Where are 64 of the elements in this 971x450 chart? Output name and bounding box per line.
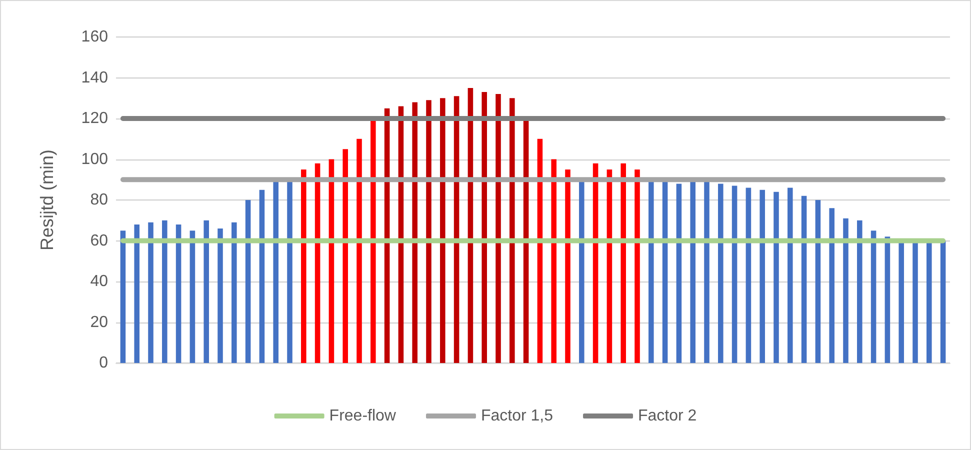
legend-label: Factor 2: [638, 408, 697, 424]
bar: [190, 230, 196, 363]
bar: [356, 138, 362, 363]
bar: [204, 220, 209, 363]
bar: [676, 184, 682, 363]
y-tick-label: 140: [81, 69, 108, 86]
y-tick-label: 20: [90, 314, 108, 331]
bar: [537, 138, 543, 363]
bar: [704, 182, 710, 363]
bar: [148, 222, 154, 363]
bar: [690, 182, 696, 363]
bar: [301, 169, 306, 363]
bar: [940, 240, 946, 363]
bar: [592, 163, 598, 363]
y-tick-label: 60: [90, 232, 108, 250]
bar: [120, 230, 126, 363]
y-tick-label: 100: [81, 150, 108, 168]
bar: [176, 224, 182, 363]
bar: [870, 230, 876, 363]
bar: [760, 190, 765, 363]
bar: [162, 220, 168, 363]
bar: [551, 159, 556, 363]
bar: [218, 228, 223, 363]
bar: [510, 98, 515, 363]
legend-label: Factor 1,5: [480, 408, 554, 424]
bar: [815, 200, 821, 363]
bar: [342, 149, 348, 363]
bar: [328, 159, 334, 363]
bar: [606, 169, 612, 363]
y-tick-label: 40: [90, 273, 108, 290]
y-tick-label: 80: [90, 192, 108, 208]
bar: [426, 100, 432, 363]
bar: [134, 224, 140, 363]
bar: [565, 169, 570, 363]
bar: [314, 163, 320, 363]
y-tick-label: 0: [99, 354, 108, 372]
bar: [232, 222, 237, 363]
bar: [496, 94, 501, 363]
bar: [287, 182, 292, 363]
bar: [440, 98, 446, 363]
bar: [857, 220, 862, 363]
bar: [579, 182, 584, 363]
legend-label: Free-flow: [329, 408, 396, 424]
bar: [829, 208, 834, 363]
bar: [843, 218, 848, 363]
y-tick-label: 120: [81, 110, 108, 127]
bar: [482, 92, 487, 363]
bar: [662, 182, 668, 363]
bar: [273, 182, 278, 363]
bar: [788, 188, 793, 363]
bar: [259, 190, 265, 363]
bar: [801, 196, 807, 363]
bar: [620, 163, 626, 363]
bar: [718, 184, 724, 363]
y-tick-label: 160: [81, 28, 108, 46]
y-axis-title: Resijtd (min): [37, 149, 57, 251]
bar: [884, 236, 890, 363]
bar: [746, 188, 752, 363]
bar: [245, 200, 251, 363]
bar: [732, 186, 738, 363]
bar: [634, 169, 640, 363]
bar: [648, 182, 654, 363]
bar: [774, 192, 779, 363]
bar: [412, 102, 418, 363]
